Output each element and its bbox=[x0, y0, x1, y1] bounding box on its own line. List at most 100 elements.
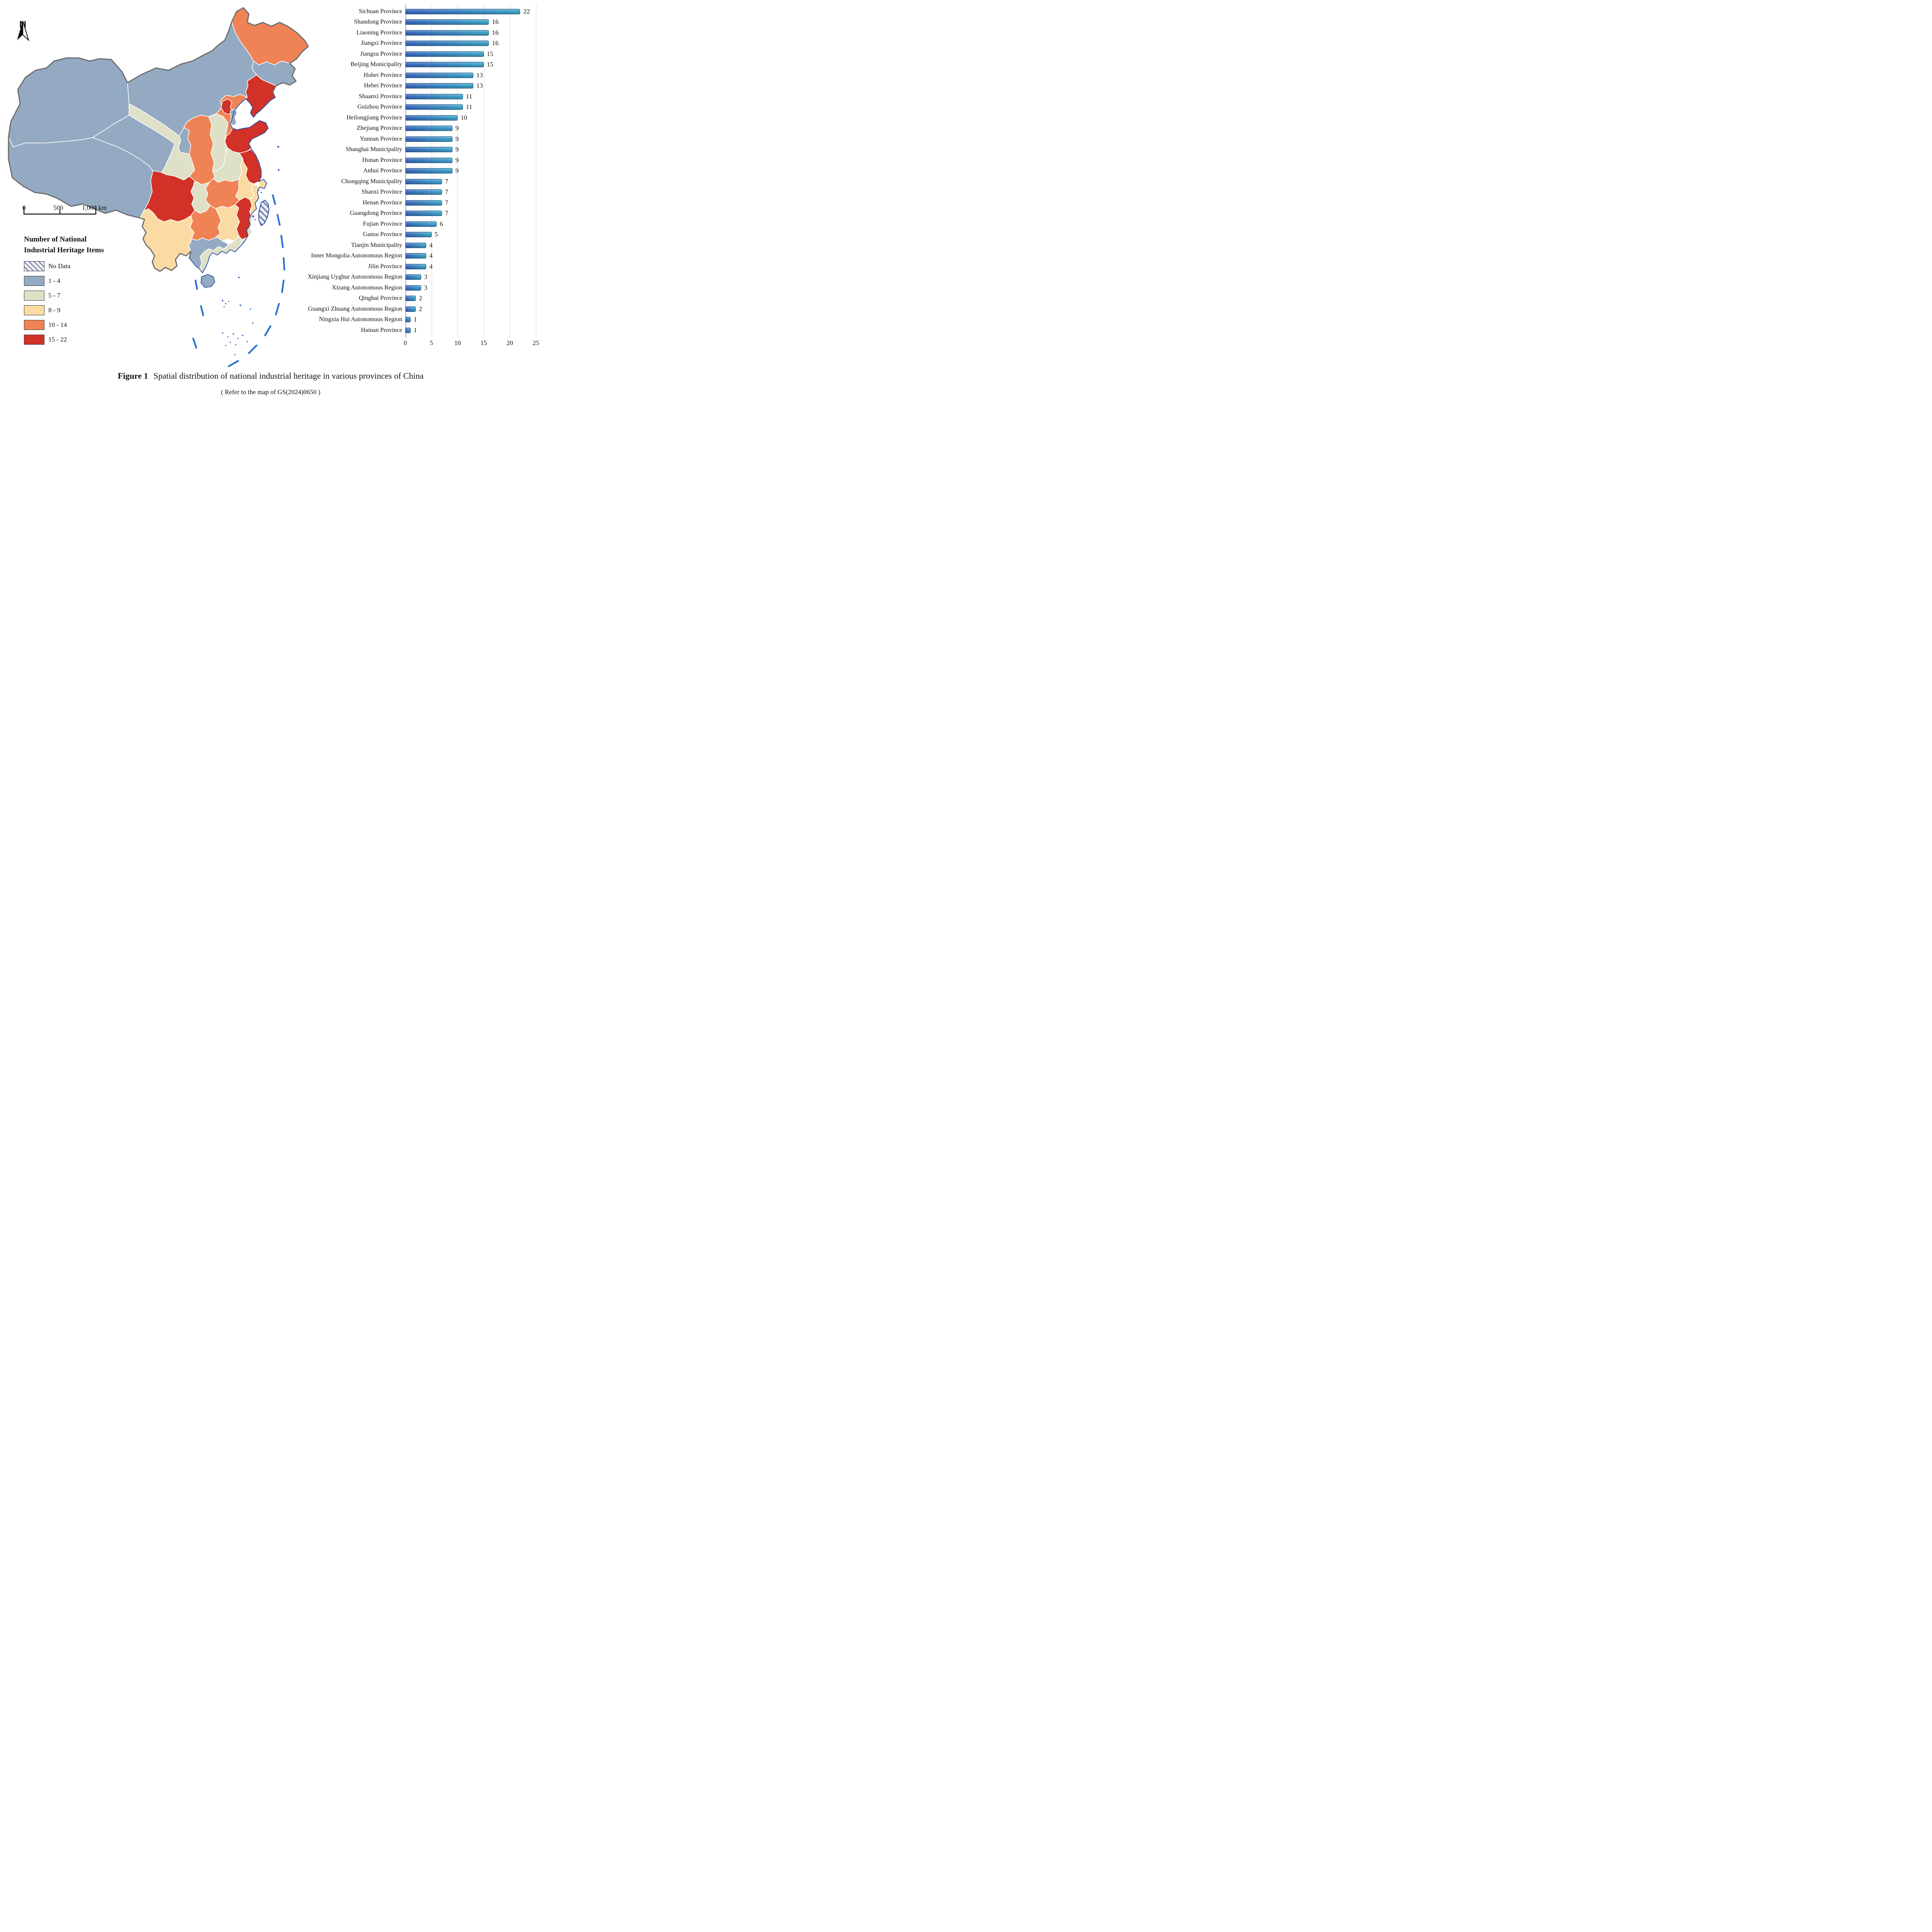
bar-track: 2 bbox=[405, 294, 541, 302]
bar-row: Guangxi Zhuang Autonomous Region 2 bbox=[299, 304, 541, 315]
bar-label: Guangxi Zhuang Autonomous Region bbox=[308, 305, 402, 312]
bar-track: 1 bbox=[405, 316, 541, 323]
bar-row: Jiangsu Province 15 bbox=[299, 49, 541, 60]
legend-item: 1 - 4 bbox=[24, 276, 148, 286]
bar-value: 3 bbox=[424, 273, 428, 281]
bar-track: 15 bbox=[405, 50, 541, 58]
bar-label: Jiangsu Province bbox=[360, 50, 402, 57]
bar-label: Qinghai Province bbox=[359, 295, 402, 302]
bar-value: 16 bbox=[492, 18, 499, 26]
bar bbox=[405, 179, 442, 184]
scale-label-500: 500 bbox=[53, 204, 63, 211]
legend-item-label: 15 - 22 bbox=[48, 336, 67, 344]
china-outer-border bbox=[8, 7, 309, 272]
bar-label: Tianjin Municipality bbox=[351, 242, 402, 248]
bar-row: Gansu Province 5 bbox=[299, 230, 541, 240]
bar-row: Hubei Province 13 bbox=[299, 70, 541, 81]
bar-row: Hebei Province 13 bbox=[299, 81, 541, 92]
bar-label: Sichuan Province bbox=[359, 8, 402, 15]
bar-row: Liaoning Province 16 bbox=[299, 27, 541, 38]
bar bbox=[405, 136, 452, 142]
bar-value: 10 bbox=[461, 114, 468, 121]
nine-dash-line bbox=[192, 194, 286, 367]
legend-swatch bbox=[24, 291, 44, 301]
map-legend: Number of National Industrial Heritage I… bbox=[24, 234, 148, 349]
bar-value: 1 bbox=[413, 316, 417, 323]
bar-row: Tianjin Municipality 4 bbox=[299, 240, 541, 251]
legend-item: 5 - 7 bbox=[24, 290, 148, 301]
bar bbox=[405, 157, 452, 163]
bar-value: 4 bbox=[429, 262, 433, 270]
bar bbox=[405, 200, 442, 206]
bar-label: Hubei Province bbox=[364, 71, 402, 78]
bar bbox=[405, 9, 520, 14]
bar-row: Shaanxi Province 11 bbox=[299, 91, 541, 102]
bar-track: 6 bbox=[405, 220, 541, 228]
bar-label: Ningxia Hui Autonomous Region bbox=[319, 316, 402, 323]
bar-value: 11 bbox=[466, 103, 473, 111]
bar-track: 7 bbox=[405, 178, 541, 185]
bar-value: 1 bbox=[413, 326, 417, 334]
figure-1: N 0 500 1,000 km Number of National Indu… bbox=[0, 0, 541, 402]
bar-value: 2 bbox=[419, 305, 422, 313]
bar bbox=[405, 306, 416, 312]
bar-row: Anhui Province 9 bbox=[299, 166, 541, 177]
x-tick-label: 5 bbox=[430, 339, 433, 347]
bar bbox=[405, 30, 489, 36]
bar-value: 9 bbox=[455, 156, 459, 164]
bar-value: 13 bbox=[476, 82, 483, 90]
x-tick-label: 25 bbox=[532, 339, 539, 347]
bar bbox=[405, 232, 432, 238]
bar bbox=[405, 274, 421, 280]
bar-row: Qinghai Province 2 bbox=[299, 293, 541, 304]
legend-item: 10 - 14 bbox=[24, 320, 148, 330]
legend-item: No Data bbox=[24, 261, 148, 272]
bar bbox=[405, 62, 484, 68]
bar-row: Sichuan Province 22 bbox=[299, 6, 541, 17]
bar-track: 9 bbox=[405, 135, 541, 143]
chart-rows: Sichuan Province 22 Shandong Province 16… bbox=[299, 6, 541, 336]
bar-track: 7 bbox=[405, 199, 541, 206]
bar-row: Ningxia Hui Autonomous Region 1 bbox=[299, 315, 541, 325]
bar-value: 9 bbox=[455, 167, 459, 175]
bar-row: Hainan Province 1 bbox=[299, 325, 541, 336]
bar-label: Henan Province bbox=[362, 199, 402, 206]
bar-row: Guangdong Province 7 bbox=[299, 208, 541, 219]
coastline bbox=[189, 97, 276, 273]
x-tick-label: 10 bbox=[454, 339, 461, 347]
bar bbox=[405, 41, 489, 46]
bar-value: 11 bbox=[466, 92, 473, 100]
legend-item: 15 - 22 bbox=[24, 334, 148, 345]
bar-value: 2 bbox=[419, 294, 422, 302]
north-arrow: N bbox=[14, 20, 32, 53]
bar bbox=[405, 168, 452, 174]
bar-value: 4 bbox=[429, 252, 433, 260]
legend-item-label: 1 - 4 bbox=[48, 277, 61, 285]
bar-label: Gansu Province bbox=[363, 231, 402, 238]
x-axis: 0 5 10 15 20 25 bbox=[404, 339, 539, 349]
legend-item-label: 5 - 7 bbox=[48, 292, 61, 299]
china-map bbox=[8, 7, 309, 367]
legend-title: Number of National Industrial Heritage I… bbox=[24, 235, 104, 254]
bar-value: 7 bbox=[445, 199, 449, 206]
bar-track: 5 bbox=[405, 231, 541, 238]
bar-label: Chongqing Municipality bbox=[341, 178, 402, 185]
bar-row: Shandong Province 16 bbox=[299, 17, 541, 28]
bar-value: 7 bbox=[445, 188, 449, 196]
bar-label: Yunnan Province bbox=[360, 135, 402, 142]
bar-label: Jilin Province bbox=[368, 263, 402, 270]
bar-value: 5 bbox=[434, 231, 438, 238]
province-hainan bbox=[201, 274, 215, 288]
bar-label: Shanghai Municipality bbox=[345, 146, 402, 153]
bar-track: 16 bbox=[405, 39, 541, 47]
bar bbox=[405, 285, 421, 291]
bar-label: Jiangxi Province bbox=[361, 40, 402, 47]
bar-label: Hainan Province bbox=[361, 327, 402, 333]
bar-row: Xizang Autonomous Region 3 bbox=[299, 282, 541, 293]
bar-track: 3 bbox=[405, 273, 541, 281]
bar-label: Zhejiang Province bbox=[357, 125, 402, 132]
bar bbox=[405, 83, 473, 89]
caption-text: Spatial distribution of national industr… bbox=[153, 371, 424, 381]
bar-track: 9 bbox=[405, 156, 541, 164]
bar bbox=[405, 94, 463, 99]
